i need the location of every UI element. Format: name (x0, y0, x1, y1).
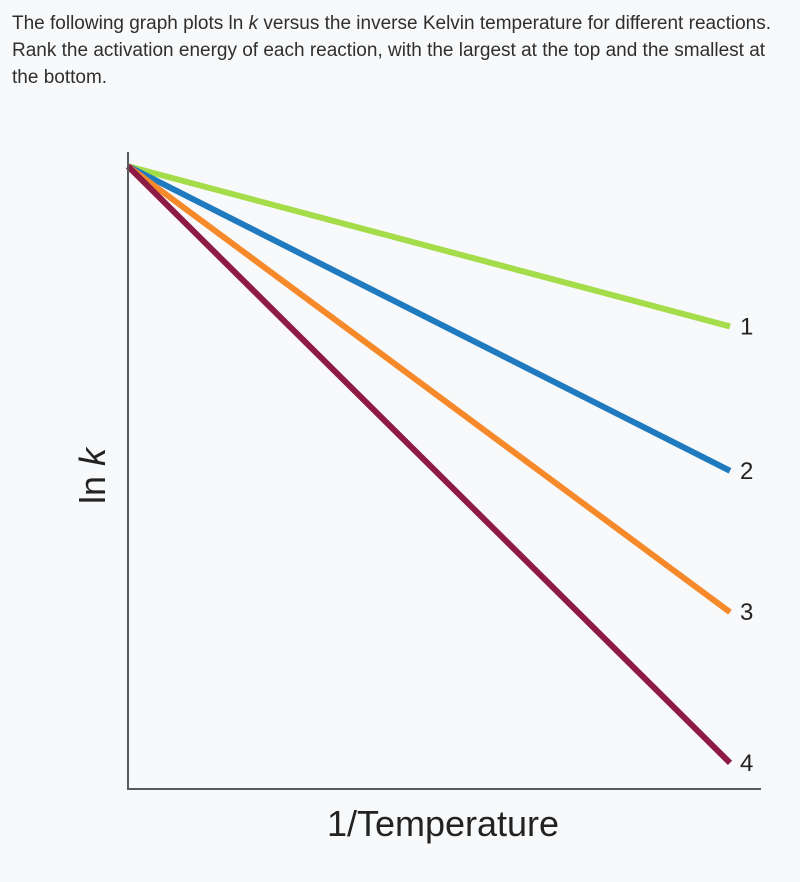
question-text-start: The following graph plots ln (12, 13, 249, 34)
series-line-1 (127, 163, 731, 330)
question-text: The following graph plots ln k versus th… (12, 10, 782, 91)
series-label-2: 2 (740, 458, 753, 485)
series-line-4 (125, 164, 733, 766)
x-axis-title: 1/Temperature (327, 803, 559, 844)
series-label-1: 1 (740, 313, 753, 340)
question-text-end: versus the inverse Kelvin temperature fo… (12, 13, 771, 88)
series-line-2 (126, 163, 732, 474)
series-label-4: 4 (740, 750, 753, 777)
series-line-3 (126, 163, 732, 615)
y-axis-title-variable: k (72, 446, 113, 466)
question-variable-k: k (248, 13, 259, 34)
series-label-3: 3 (740, 599, 753, 626)
y-axis-title: ln k (72, 446, 113, 504)
series-layer: 1 2 3 4 (125, 163, 753, 777)
y-axis-title-prefix: ln (72, 466, 113, 504)
